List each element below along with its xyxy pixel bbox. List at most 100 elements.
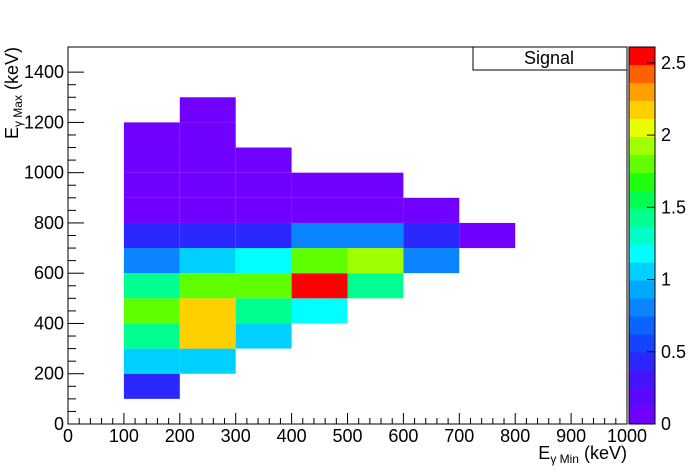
cell (291, 222, 348, 249)
cell (123, 273, 180, 299)
y-title-main: E (2, 127, 22, 139)
cell (235, 197, 292, 223)
palette-band (628, 226, 656, 245)
palette-band (628, 244, 656, 263)
cell (403, 197, 460, 223)
z-tick-label: 2.5 (661, 53, 686, 73)
palette-band (628, 369, 656, 389)
cell (347, 197, 404, 223)
x-tick-label: 200 (165, 426, 195, 446)
palette-band (628, 351, 656, 371)
z-tick-label: 0.5 (661, 342, 686, 362)
palette-band (628, 82, 656, 102)
x-tick-label: 1000 (607, 426, 647, 446)
cell (179, 273, 236, 299)
cell (123, 147, 180, 173)
cell (459, 222, 516, 249)
cell (403, 248, 460, 274)
cell (235, 248, 292, 274)
stat-box (472, 46, 628, 71)
palette-band (628, 387, 656, 407)
x-tick-label: 300 (221, 426, 251, 446)
cell (179, 97, 236, 123)
y-title-unit: (keV) (2, 47, 22, 90)
y-tick-label: 600 (34, 263, 64, 283)
x-title-unit: (keV) (584, 443, 627, 463)
cells (123, 97, 516, 399)
x-title-sub: γ Min (550, 452, 579, 466)
palette-band (628, 100, 656, 120)
cell (347, 248, 404, 274)
cell (347, 222, 404, 249)
palette-band (628, 405, 656, 425)
y-tick-label: 1000 (24, 163, 64, 183)
cell (123, 248, 180, 274)
palette-band (628, 298, 656, 317)
x-tick-label: 900 (556, 426, 586, 446)
cell (291, 172, 348, 198)
palette-band (628, 333, 656, 353)
cell (291, 298, 348, 324)
z-tick-label: 2 (661, 125, 671, 145)
z-tick-label: 1.5 (661, 197, 686, 217)
cell (179, 298, 236, 324)
palette-band (628, 280, 656, 299)
cell (347, 273, 404, 299)
cell (123, 122, 180, 148)
cell (179, 222, 236, 249)
palette-band (628, 136, 656, 155)
y-axis-title: Eγ Max (keV) (2, 47, 25, 139)
cell (291, 273, 348, 299)
cell (235, 172, 292, 198)
x-axis-title: Eγ Min (keV) (538, 443, 627, 466)
cell (179, 248, 236, 274)
x-tick-label: 0 (63, 426, 73, 446)
cell (235, 273, 292, 299)
palette-band (628, 316, 656, 335)
x-tick-label: 800 (500, 426, 530, 446)
y-tick-label: 1400 (24, 62, 64, 82)
palette-band (628, 172, 656, 191)
cell (179, 172, 236, 198)
palette-frame (628, 46, 656, 425)
cell (123, 222, 180, 249)
palette-band (628, 154, 656, 173)
y-tick-label: 800 (34, 213, 64, 233)
cell (179, 122, 236, 148)
cell (235, 323, 292, 349)
cell (123, 298, 180, 324)
cell (403, 222, 460, 249)
x-tick-label: 600 (388, 426, 418, 446)
y-tick-label: 0 (54, 414, 64, 434)
cell (235, 298, 292, 324)
cell (179, 147, 236, 173)
palette-band (628, 262, 656, 281)
cell (179, 197, 236, 223)
x-tick-label: 700 (444, 426, 474, 446)
palette-band (628, 208, 656, 227)
cell (291, 248, 348, 274)
cell (123, 197, 180, 223)
cell (179, 323, 236, 349)
x-tick-label: 400 (277, 426, 307, 446)
y-tick-label: 400 (34, 313, 64, 333)
cell (347, 172, 404, 198)
cell (123, 348, 180, 374)
z-tick-label: 0 (661, 414, 671, 434)
cell (123, 172, 180, 198)
palette-band (628, 118, 656, 138)
cell (123, 373, 180, 399)
y-title-sub: γ Max (11, 95, 25, 127)
cell (235, 222, 292, 249)
palette-band (628, 190, 656, 209)
palette-band (628, 46, 656, 66)
y-tick-label: 1200 (24, 112, 64, 132)
cell (179, 348, 236, 374)
z-tick-label: 1 (661, 270, 671, 290)
x-tick-label: 100 (109, 426, 139, 446)
cell (291, 197, 348, 223)
cell (123, 323, 180, 349)
chart-title: Signal (524, 48, 574, 68)
palette-band (628, 64, 656, 84)
